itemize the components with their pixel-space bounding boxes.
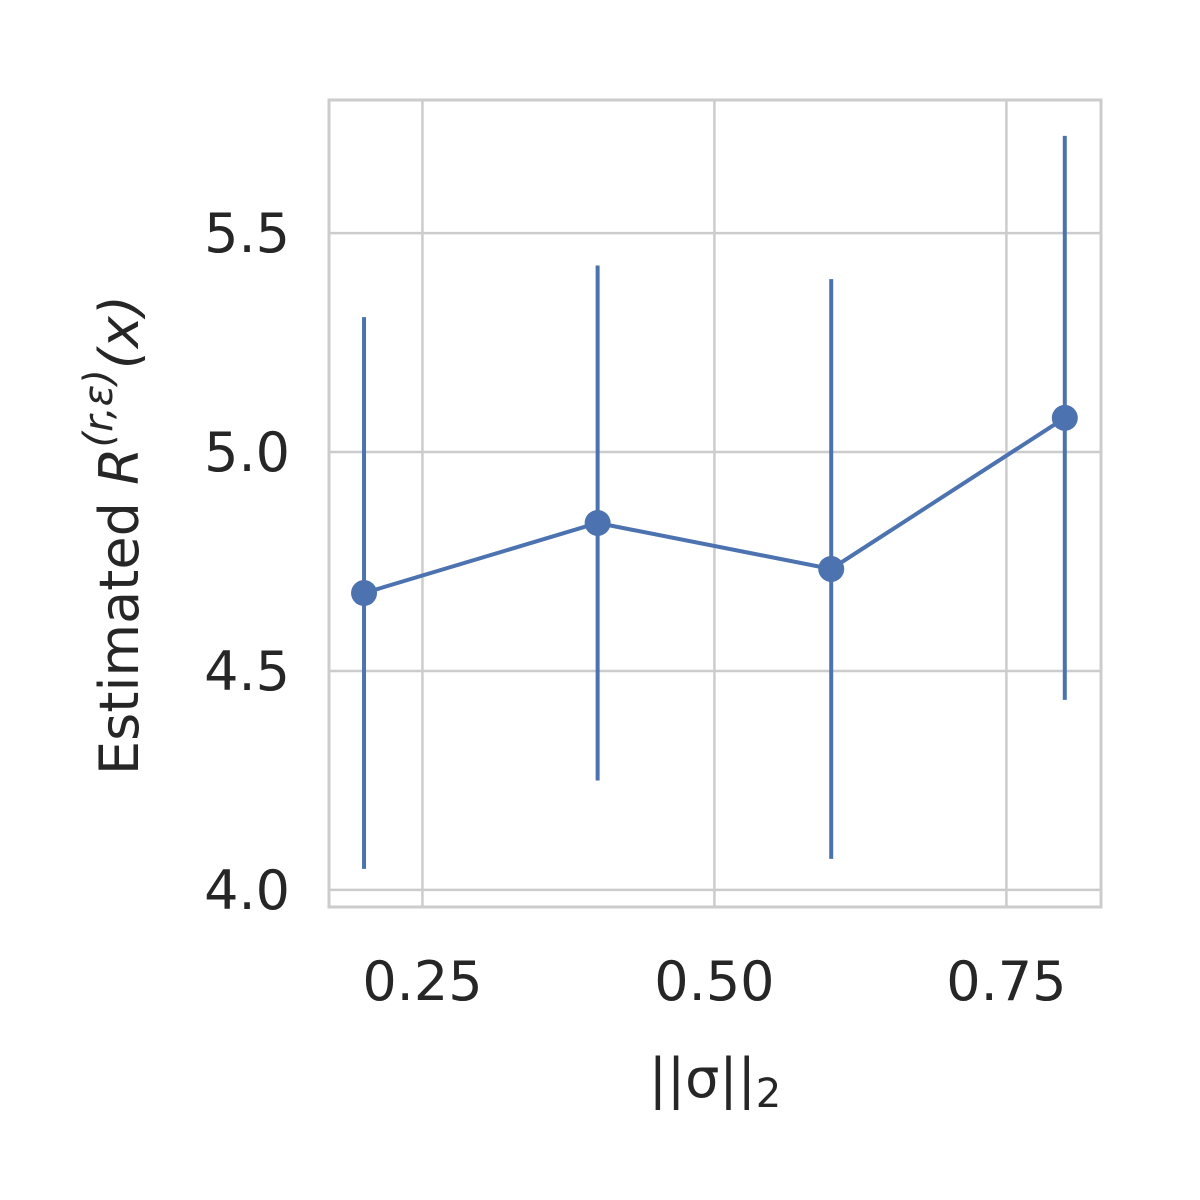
x-label-sub: 2	[756, 1071, 781, 1117]
y-axis-label: Estimated R(r,ε)(x)	[76, 295, 151, 775]
point	[584, 509, 611, 536]
x-axis-label: ||σ||2	[649, 1047, 781, 1117]
y-tick-label: 5.5	[204, 202, 290, 265]
y-tick-label: 5.0	[204, 421, 290, 484]
y-tick-label: 4.0	[204, 859, 290, 922]
point	[818, 555, 845, 582]
x-tick-label: 0.25	[362, 950, 482, 1013]
plot-frame	[327, 98, 1103, 909]
y-label-arg: (x)	[88, 295, 151, 369]
x-tick-label: 0.75	[946, 950, 1066, 1013]
x-tick-label: 0.50	[654, 950, 774, 1013]
line	[363, 416, 1066, 595]
y-tick-label: 4.5	[204, 640, 290, 703]
y-label-text: Estimated	[88, 485, 151, 775]
point	[1051, 404, 1078, 431]
y-label-sup: (r,ε)	[76, 369, 122, 447]
point	[351, 580, 378, 607]
x-label-main: ||σ||	[649, 1047, 756, 1110]
y-label-var: R	[88, 447, 151, 485]
